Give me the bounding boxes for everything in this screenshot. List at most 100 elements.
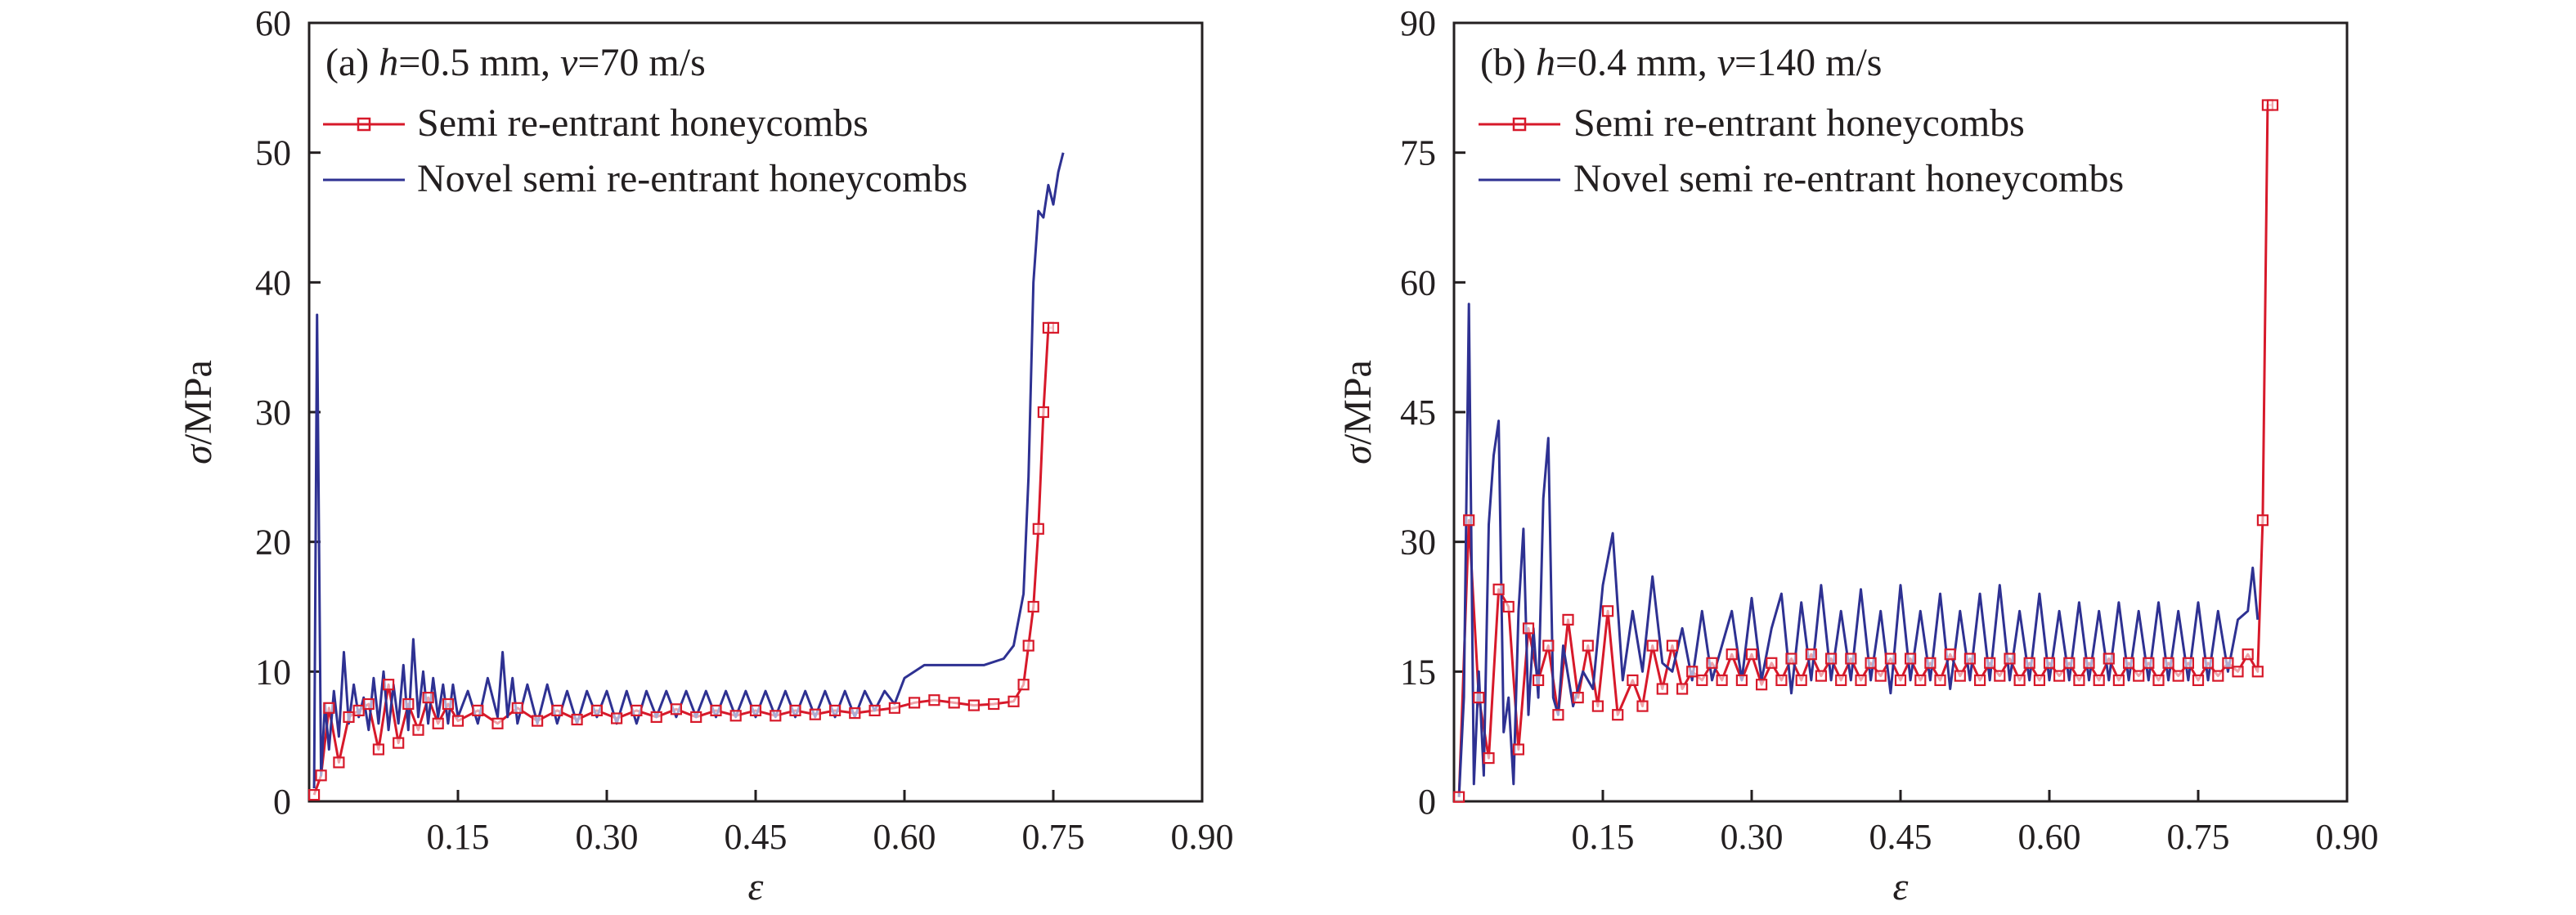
data-point-marker	[710, 704, 722, 717]
data-point-marker	[2083, 657, 2095, 669]
x-tick-label: 0.60	[2018, 817, 2081, 857]
data-point-marker	[393, 737, 405, 749]
data-point-marker	[2251, 666, 2264, 678]
data-point-marker	[451, 715, 464, 727]
data-point-marker	[333, 756, 345, 769]
data-point-marker	[1894, 674, 1907, 687]
data-point-marker	[2004, 653, 2016, 665]
data-point-marker	[362, 697, 375, 711]
data-point-marker	[1686, 666, 1699, 678]
data-point-marker	[1572, 691, 1584, 704]
y-tick-label: 60	[255, 3, 291, 43]
data-point-marker	[1601, 605, 1614, 617]
series-markers	[308, 321, 1060, 801]
data-point-marker	[888, 702, 901, 714]
data-point-marker	[1963, 653, 1976, 665]
x-tick-label: 0.75	[1022, 817, 1085, 857]
data-point-marker	[1815, 670, 1827, 682]
data-point-marker	[1775, 674, 1788, 687]
y-tick-label: 0	[273, 782, 291, 822]
data-point-marker	[1646, 639, 1658, 652]
x-tick-label: 0.30	[1721, 817, 1784, 857]
series-line-semi	[312, 326, 1053, 796]
data-point-marker	[1027, 600, 1039, 613]
x-tick-label: 0.90	[1171, 817, 1234, 857]
x-tick-label: 0.45	[1869, 817, 1932, 857]
x-axis-title: ε	[748, 865, 764, 908]
x-tick-label: 0.30	[576, 817, 639, 857]
data-point-marker	[650, 711, 662, 724]
series-line-novel	[1457, 303, 2260, 797]
chart-panel-a: 0 10 20 30 40 50 60 0.15 0.30 0.45 0.60 0.75 0.90 (a…	[177, 3, 1234, 908]
data-point-marker	[729, 710, 742, 722]
data-point-marker	[1884, 653, 1896, 665]
data-point-marker	[2023, 657, 2035, 669]
axis-tick-labels: 0 15 30 45 60 75 90 0.15 0.30 0.45 0.60 0.75 0.90	[1400, 3, 2379, 857]
y-tick-label: 20	[255, 523, 291, 563]
data-point-marker	[988, 697, 1000, 711]
data-point-marker	[1825, 653, 1838, 665]
y-axis-title: σ/MPa	[177, 360, 220, 464]
data-point-marker	[308, 788, 321, 801]
data-point-marker	[315, 769, 327, 782]
data-point-marker	[1627, 674, 1639, 687]
data-point-marker	[1656, 683, 1668, 695]
legend-marker-semi	[357, 117, 371, 132]
data-point-marker	[432, 717, 444, 729]
data-point-marker	[631, 704, 643, 717]
data-point-marker	[1676, 683, 1689, 695]
data-point-marker	[372, 743, 384, 756]
data-point-marker	[868, 704, 881, 717]
data-point-marker	[1492, 583, 1505, 595]
data-point-marker	[2172, 670, 2184, 682]
data-point-marker	[412, 724, 424, 736]
x-tick-label: 0.45	[725, 817, 788, 857]
legend-label-semi: Semi re-entrant honeycombs	[1573, 101, 2025, 145]
data-point-marker	[2133, 670, 2145, 682]
data-point-marker	[967, 699, 981, 711]
legend: Semi re-entrant honeycombs Novel semi re…	[1479, 101, 2124, 200]
y-tick-label: 0	[1418, 782, 1436, 822]
data-point-marker	[1766, 657, 1778, 669]
x-tick-label: 0.60	[873, 817, 936, 857]
data-point-marker	[1934, 674, 1946, 687]
data-point-marker	[343, 711, 355, 724]
data-point-marker	[1696, 674, 1708, 687]
data-point-marker	[1974, 674, 1986, 687]
y-tick-label: 30	[255, 392, 291, 433]
data-point-marker	[442, 697, 455, 711]
data-point-marker	[2242, 648, 2254, 661]
data-point-marker	[1914, 674, 1927, 687]
data-point-marker	[1037, 406, 1050, 419]
data-point-marker	[1716, 674, 1728, 687]
legend-label-semi: Semi re-entrant honeycombs	[417, 101, 868, 145]
data-point-marker	[1954, 670, 1966, 682]
y-tick-label: 40	[255, 262, 291, 303]
legend-label-novel: Novel semi re-entrant honeycombs	[417, 157, 967, 200]
data-point-marker	[1032, 523, 1044, 535]
x-tick-label: 0.90	[2316, 817, 2379, 857]
data-point-marker	[1047, 321, 1060, 334]
data-point-marker	[770, 710, 782, 722]
y-tick-label: 60	[1400, 262, 1436, 303]
data-point-marker	[2222, 657, 2234, 669]
data-point-marker	[1924, 657, 1936, 669]
data-point-marker	[2182, 657, 2194, 669]
data-point-marker	[2053, 670, 2066, 682]
data-point-marker	[472, 704, 484, 717]
data-point-marker	[383, 679, 395, 691]
data-point-marker	[491, 717, 504, 729]
series-line-novel	[312, 152, 1065, 789]
data-point-marker	[2162, 657, 2174, 669]
data-point-marker	[2063, 657, 2076, 669]
data-point-marker	[928, 694, 940, 706]
data-point-marker	[1785, 653, 1797, 665]
data-point-marker	[1483, 751, 1495, 765]
data-point-marker	[1944, 648, 1956, 661]
x-tick-label: 0.15	[427, 817, 490, 857]
data-point-marker	[1512, 743, 1525, 756]
data-point-marker	[1756, 679, 1768, 691]
y-tick-label: 75	[1400, 133, 1436, 173]
data-point-marker	[1502, 600, 1515, 613]
